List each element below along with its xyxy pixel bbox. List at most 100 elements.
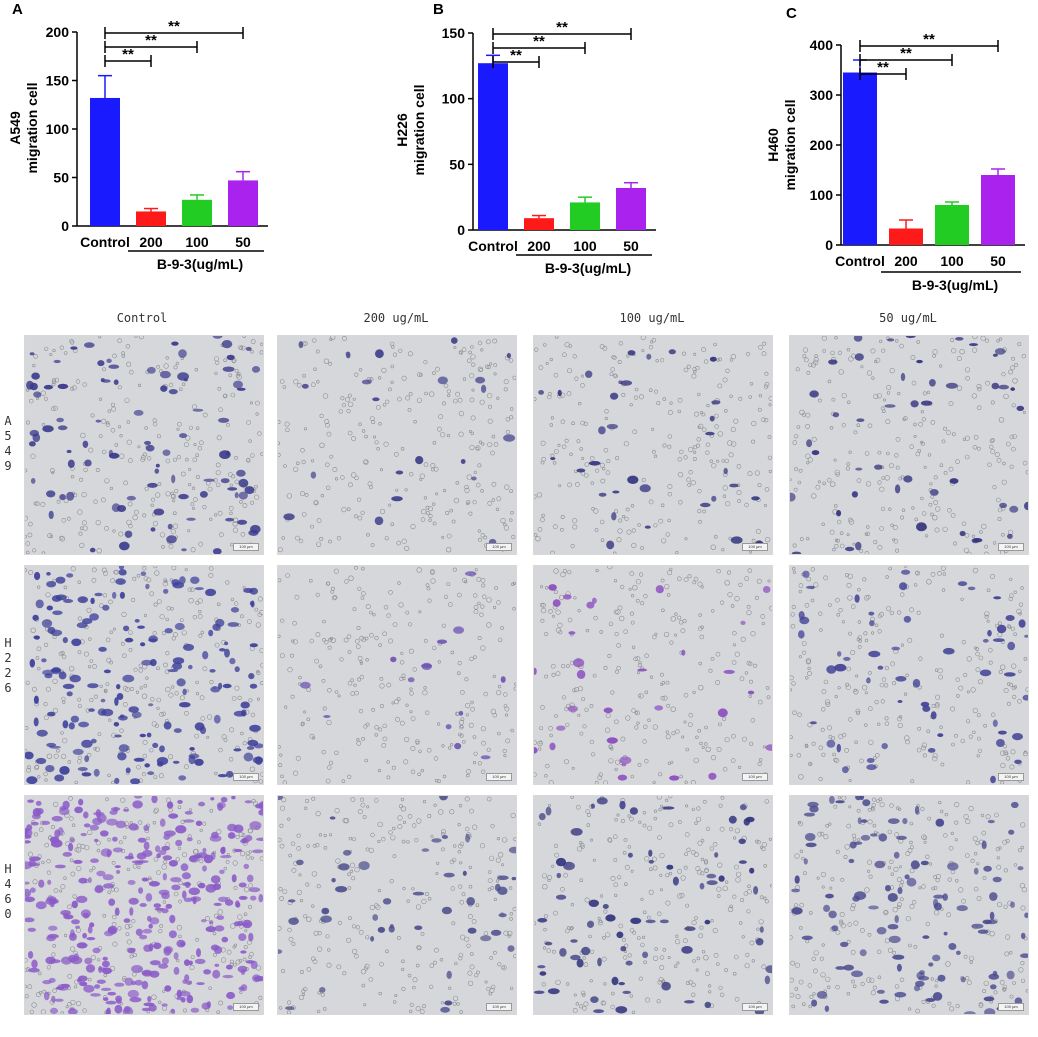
bar-chart-h226: B H226 migration cell 0 50 100 150 Control 200 10… xyxy=(395,1,656,276)
group-label: B-9-3(ug/mL) xyxy=(912,277,998,293)
bar-200 xyxy=(524,218,554,230)
x-tick-label: 100 xyxy=(940,253,964,269)
column-label-100: 100 ug/mL xyxy=(619,311,685,325)
y-axis-title-line1: H460 xyxy=(765,128,781,162)
micrograph-h460-control: 100 µm xyxy=(24,795,264,1015)
micrograph-a549-100: 100 µm xyxy=(533,335,773,555)
micrograph-h226-100: 100 µm xyxy=(533,565,773,785)
bar-100 xyxy=(935,205,969,245)
bar-control xyxy=(90,97,120,227)
micrograph-texture xyxy=(25,566,263,784)
micrograph-texture xyxy=(25,336,263,554)
micrograph-texture xyxy=(278,336,516,553)
significance-label: ** xyxy=(556,19,568,36)
group-label: B-9-3(ug/mL) xyxy=(157,256,243,272)
y-tick-label: 300 xyxy=(810,87,834,103)
x-tick-label: Control xyxy=(80,234,130,250)
micrograph-h226-control: 100 µm xyxy=(24,565,264,785)
scale-bar: 100 µm xyxy=(233,1003,259,1011)
micrograph-texture xyxy=(790,796,1028,1014)
y-tick-label: 150 xyxy=(442,25,466,41)
bar-control xyxy=(843,72,877,245)
scale-bar: 100 µm xyxy=(233,773,259,781)
micrograph-texture xyxy=(534,566,772,784)
y-tick-label: 0 xyxy=(825,237,833,253)
significance-label: ** xyxy=(533,33,545,50)
scale-bar: 100 µm xyxy=(742,773,768,781)
y-axis-title: H226 migration cell xyxy=(395,84,427,175)
bar-chart-a549: A A549 migration cell 0 50 100 150 200 Control 20… xyxy=(7,1,268,272)
scale-bar: 100 µm xyxy=(998,773,1024,781)
scale-bar: 100 µm xyxy=(998,1003,1024,1011)
y-tick-label: 200 xyxy=(810,137,834,153)
micrograph-texture xyxy=(534,336,772,554)
micrograph-texture xyxy=(534,796,772,1014)
micrograph-a549-200: 100 µm xyxy=(277,335,517,555)
bar-50 xyxy=(228,180,258,226)
panel-letter: B xyxy=(433,1,444,18)
bar-50 xyxy=(616,187,646,230)
micrograph-h460-200: 100 µm xyxy=(277,795,517,1015)
x-tick-label: 100 xyxy=(185,234,209,250)
column-label-200: 200 ug/mL xyxy=(363,311,429,325)
x-tick-label: 100 xyxy=(573,238,597,254)
y-axis-title: H460 migration cell xyxy=(765,99,798,190)
scale-bar: 100 µm xyxy=(742,543,768,551)
y-tick-label: 50 xyxy=(53,170,69,186)
y-tick-label: 100 xyxy=(46,121,70,137)
micrograph-h226-50: 100 µm xyxy=(789,565,1029,785)
y-tick-label: 150 xyxy=(46,73,70,89)
y-axis-title-line2: migration cell xyxy=(24,82,40,173)
y-axis-title-line2: migration cell xyxy=(411,84,427,175)
y-axis-title-line1: A549 xyxy=(7,111,23,145)
panel-letter: C xyxy=(786,5,797,22)
y-tick-label: 200 xyxy=(46,24,70,40)
group-label: B-9-3(ug/mL) xyxy=(545,260,631,276)
y-axis-title: A549 migration cell xyxy=(7,82,40,173)
y-tick-label: 50 xyxy=(449,156,465,172)
micrograph-h460-50: 100 µm xyxy=(789,795,1029,1015)
bar-control xyxy=(478,63,508,230)
x-tick-label: 200 xyxy=(894,253,918,269)
x-tick-label: 200 xyxy=(139,234,163,250)
y-axis-title-line1: H226 xyxy=(395,113,410,147)
x-tick-label: 50 xyxy=(990,253,1006,269)
scale-bar: 100 µm xyxy=(998,543,1024,551)
scale-bar: 100 µm xyxy=(486,773,512,781)
micrograph-a549-control: 100 µm xyxy=(24,335,264,555)
micrograph-texture xyxy=(278,566,516,784)
panel-letter: A xyxy=(12,1,23,18)
bar-50 xyxy=(981,175,1015,245)
scale-bar: 100 µm xyxy=(233,543,259,551)
significance-label: ** xyxy=(900,45,912,62)
bar-200 xyxy=(136,211,166,226)
y-tick-label: 0 xyxy=(457,222,465,238)
x-tick-label: Control xyxy=(835,253,885,269)
x-tick-label: 50 xyxy=(235,234,251,250)
x-tick-label: 50 xyxy=(623,238,639,254)
column-label-control: Control xyxy=(116,311,168,325)
x-tick-label: 200 xyxy=(527,238,551,254)
significance-label: ** xyxy=(923,31,935,48)
micrograph-a549-50: 100 µm xyxy=(789,335,1029,555)
y-tick-label: 100 xyxy=(442,91,466,107)
micrograph-texture xyxy=(790,566,1028,784)
significance-label: ** xyxy=(510,47,522,64)
y-tick-label: 0 xyxy=(61,218,69,234)
x-tick-label: Control xyxy=(468,238,518,254)
scale-bar: 100 µm xyxy=(742,1003,768,1011)
y-tick-label: 100 xyxy=(810,187,834,203)
y-tick-label: 400 xyxy=(810,37,834,53)
micrograph-h460-100: 100 µm xyxy=(533,795,773,1015)
micrograph-h226-200: 100 µm xyxy=(277,565,517,785)
significance-label: ** xyxy=(122,46,134,63)
bar-100 xyxy=(182,199,212,226)
scale-bar: 100 µm xyxy=(486,543,512,551)
significance-label: ** xyxy=(145,32,157,49)
y-axis-title-line2: migration cell xyxy=(782,99,798,190)
significance-label: ** xyxy=(877,59,889,76)
micrograph-texture xyxy=(25,796,263,1014)
